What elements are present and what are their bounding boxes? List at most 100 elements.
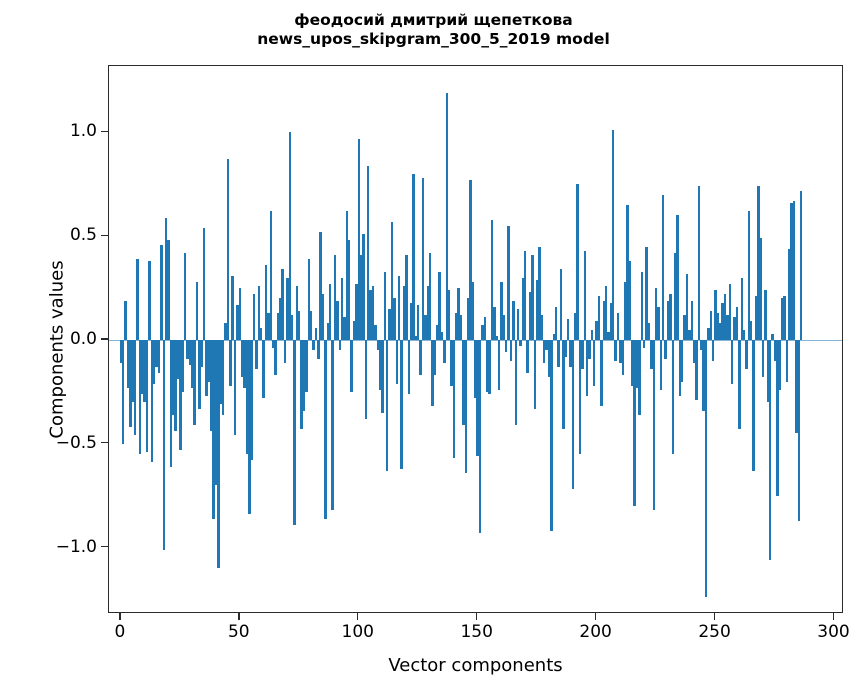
bar	[141, 340, 144, 394]
bar	[593, 340, 596, 386]
bar	[704, 340, 708, 598]
bar	[505, 340, 508, 353]
x-tick-mark	[475, 613, 478, 620]
bar	[609, 302, 613, 340]
bar	[764, 290, 767, 340]
bar	[450, 340, 453, 386]
bar	[533, 340, 536, 409]
bar	[557, 340, 560, 367]
bar	[604, 286, 608, 340]
bar	[260, 327, 263, 340]
bar	[319, 232, 322, 340]
bar	[329, 283, 332, 340]
x-tick-label: 200	[579, 622, 612, 642]
bar	[309, 310, 313, 340]
bar	[621, 340, 624, 376]
bar	[191, 340, 194, 388]
bar	[550, 340, 553, 531]
bar	[276, 313, 280, 340]
bar	[666, 300, 670, 340]
bar	[676, 215, 679, 340]
bar	[531, 254, 534, 340]
bar	[569, 340, 572, 367]
bar	[257, 286, 261, 340]
bar	[642, 340, 646, 349]
bar	[433, 340, 437, 376]
bar	[412, 173, 415, 340]
bar	[419, 340, 422, 376]
bar	[217, 340, 220, 569]
bar	[476, 340, 479, 457]
bar	[133, 340, 137, 436]
bar	[709, 310, 712, 340]
bar	[162, 340, 165, 550]
bar	[210, 340, 213, 432]
bar	[431, 340, 434, 407]
bar	[202, 227, 206, 340]
bar	[267, 313, 270, 340]
bar	[714, 290, 717, 340]
x-tick-mark	[357, 613, 359, 620]
bar	[300, 340, 303, 430]
bar	[345, 211, 349, 340]
bar	[238, 288, 242, 340]
bar	[374, 325, 377, 340]
bar	[255, 340, 258, 370]
bar	[654, 288, 658, 340]
bar	[145, 340, 149, 453]
bar	[248, 340, 251, 515]
bar	[181, 340, 184, 392]
bar	[417, 304, 420, 340]
bar	[219, 340, 222, 405]
bar	[700, 340, 703, 351]
bar	[792, 200, 796, 340]
y-tick-label: 0.5	[69, 225, 97, 246]
bar	[138, 340, 142, 455]
bar	[723, 294, 727, 340]
bar	[312, 340, 315, 351]
bar	[359, 254, 363, 340]
bar	[528, 292, 532, 340]
bar	[186, 340, 189, 359]
bar	[474, 340, 477, 399]
bar	[367, 165, 370, 340]
bar	[305, 340, 308, 392]
bar	[164, 217, 168, 340]
bar	[552, 333, 555, 340]
bar	[581, 340, 584, 370]
bar	[738, 340, 741, 430]
x-tick-mark	[238, 613, 240, 620]
bar	[122, 340, 125, 444]
bar	[707, 327, 710, 340]
bar	[761, 340, 765, 378]
bar	[414, 335, 418, 340]
bar	[143, 340, 146, 403]
bar	[497, 340, 501, 390]
bar	[378, 340, 382, 390]
bar	[160, 244, 163, 340]
bar	[369, 290, 372, 340]
bar	[200, 340, 203, 367]
bar	[371, 286, 375, 340]
bar-series	[109, 66, 842, 612]
bar	[457, 288, 460, 340]
bar	[740, 277, 743, 340]
bar	[478, 340, 482, 534]
x-tick-label: 50	[227, 622, 250, 642]
x-tick-label: 250	[698, 622, 731, 642]
bar	[288, 132, 291, 340]
bar	[509, 340, 513, 361]
bar	[721, 302, 724, 340]
bar	[612, 130, 615, 340]
bar	[205, 340, 208, 397]
bar	[747, 211, 751, 340]
bar	[386, 340, 389, 471]
bar	[554, 306, 558, 340]
x-tick-mark	[713, 613, 716, 620]
bar	[224, 323, 227, 340]
bar	[376, 340, 379, 351]
bar	[788, 248, 791, 340]
bar	[274, 340, 277, 376]
bar	[298, 310, 301, 340]
bar	[174, 340, 177, 432]
